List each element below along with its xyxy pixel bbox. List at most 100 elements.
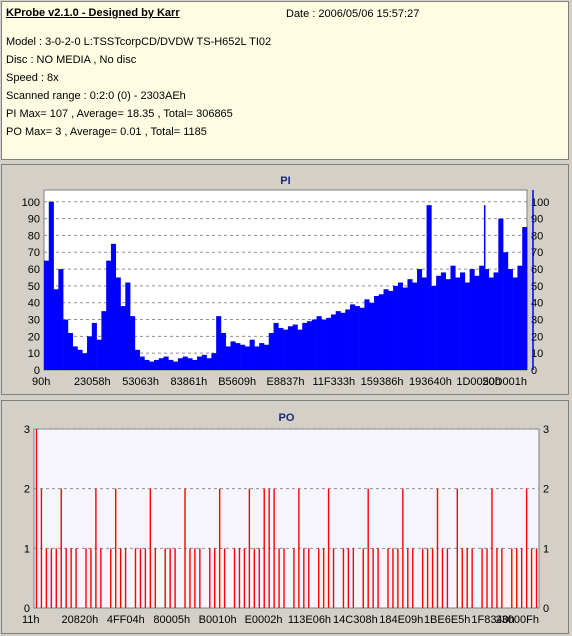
- pi-bar: [48, 201, 54, 370]
- pi-bar: [53, 289, 59, 370]
- pi-bar: [503, 252, 509, 370]
- pi-y-tick-right: 60: [531, 264, 543, 276]
- pi-bar: [397, 282, 403, 370]
- po-x-tick: 20820h: [62, 614, 99, 626]
- pi-bar: [201, 354, 207, 370]
- pi-y-tick-right: 30: [531, 315, 543, 327]
- pi-bar: [120, 306, 126, 370]
- pi-x-tick: 20D001h: [482, 376, 527, 388]
- pi-bar: [101, 311, 107, 370]
- scanned-range-line: Scanned range : 0:2:0 (0) - 2303AEh: [6, 90, 186, 102]
- pi-y-tick-left: 0: [34, 365, 40, 377]
- pi-y-tick-left: 20: [28, 331, 40, 343]
- pi-y-tick-right: 40: [531, 298, 543, 310]
- po-y-tick-right: 2: [543, 484, 549, 496]
- pi-bar: [230, 341, 236, 370]
- po-chart: PO 0 0 1 1 2 2 3 3 11h 20820h 4FF04h 80005h B0010h E00…: [22, 412, 549, 626]
- pi-y-tick-right: 20: [531, 331, 543, 343]
- pi-y-tick-left: 90: [28, 214, 40, 226]
- po-chart-panel: PO 0 0 1 1 2 2 3 3 11h 20820h 4FF04h 80005h B0010h E00…: [1, 400, 569, 634]
- pi-y-tick-left: 40: [28, 298, 40, 310]
- pi-bar: [517, 265, 523, 370]
- po-summary-line: PO Max= 3 , Average= 0.01 , Total= 1185: [6, 126, 207, 138]
- pi-bar: [58, 269, 64, 370]
- pi-bar: [483, 269, 490, 370]
- info-panel: KProbe v2.1.0 - Designed by Karr Date : …: [1, 1, 569, 160]
- pi-bar: [158, 358, 164, 370]
- pi-bar: [87, 336, 93, 370]
- po-chart-title: PO: [279, 412, 295, 424]
- pi-bar: [335, 311, 341, 370]
- pi-bar: [469, 269, 475, 370]
- pi-bar: [321, 319, 327, 370]
- po-x-tick: 23000Fh: [496, 614, 539, 626]
- pi-bar: [354, 306, 360, 370]
- pi-bar: [479, 265, 485, 370]
- pi-chart: PI 0 0 10 10 20 20 30 30 40 40 50 50 60 60 70 70 80 80 90 90…: [22, 175, 550, 388]
- po-x-tick: 4FF04h: [107, 614, 145, 626]
- pi-bar: [82, 353, 88, 370]
- po-plot-area: [33, 428, 540, 609]
- pi-bar: [287, 326, 293, 370]
- pi-bar: [407, 279, 413, 370]
- pi-summary-line: PI Max= 107 , Average= 18.35 , Total= 30…: [6, 108, 233, 120]
- pi-bar: [273, 322, 279, 370]
- pi-bar: [225, 346, 231, 370]
- pi-x-tick: 23058h: [74, 376, 111, 388]
- pi-bar: [359, 307, 365, 370]
- pi-y-tick-right: 100: [531, 197, 549, 209]
- pi-bar: [364, 299, 370, 370]
- po-series: [35, 429, 538, 608]
- po-y-tick-right: 3: [543, 424, 549, 436]
- pi-bar: [182, 356, 188, 370]
- pi-y-tick-left: 80: [28, 230, 40, 242]
- disc-line: Disc : NO MEDIA , No disc: [6, 54, 137, 66]
- pi-bar: [91, 322, 97, 370]
- pi-chart-title: PI: [280, 175, 290, 187]
- pi-bar: [168, 359, 174, 370]
- pi-bar: [378, 294, 384, 370]
- pi-x-tick: 90h: [32, 376, 50, 388]
- pi-bar: [130, 316, 136, 370]
- pi-bar: [474, 275, 480, 370]
- pi-x-tick: 193640h: [409, 376, 452, 388]
- pi-bar: [292, 324, 298, 370]
- pi-bar: [63, 319, 69, 370]
- pi-bar: [393, 285, 399, 370]
- pi-bar: [283, 329, 289, 370]
- pi-bar: [149, 361, 155, 370]
- pi-bar: [350, 304, 356, 370]
- pi-bar: [254, 346, 260, 370]
- pi-x-tick: B5609h: [218, 376, 256, 388]
- pi-bar: [263, 344, 270, 370]
- pi-bar: [96, 339, 102, 370]
- pi-bar: [450, 265, 456, 370]
- pi-bar: [125, 282, 131, 370]
- pi-y-tick-left: 10: [28, 348, 40, 360]
- pi-y-tick-left: 70: [28, 247, 40, 259]
- pi-x-tick: E8837h: [267, 376, 305, 388]
- po-x-tick: 1F8340h: [471, 614, 514, 626]
- pi-bar: [507, 269, 513, 370]
- app-title: KProbe v2.1.0 - Designed by Karr: [6, 7, 180, 19]
- pi-y-tick-right: 10: [531, 348, 543, 360]
- pi-bar: [115, 277, 121, 370]
- pi-bar: [268, 332, 274, 370]
- pi-y-tick-left: 30: [28, 315, 40, 327]
- pi-bar: [197, 356, 203, 370]
- po-y-tick-left: 3: [24, 424, 30, 436]
- pi-bar: [512, 277, 518, 370]
- pi-y-tick-right: 70: [531, 247, 543, 259]
- pi-bar: [426, 205, 432, 370]
- speed-line: Speed : 8x: [6, 72, 59, 84]
- pi-bar: [307, 321, 313, 370]
- po-y-tick-left: 2: [24, 484, 30, 496]
- po-x-tick: 11h: [22, 614, 40, 626]
- pi-bar: [522, 227, 528, 370]
- pi-x-tick: 83861h: [171, 376, 208, 388]
- pi-bar: [192, 359, 198, 370]
- pi-bar: [244, 346, 250, 370]
- po-x-tick: 80005h: [153, 614, 190, 626]
- po-x-tick: B0010h: [199, 614, 237, 626]
- pi-bar: [144, 359, 150, 370]
